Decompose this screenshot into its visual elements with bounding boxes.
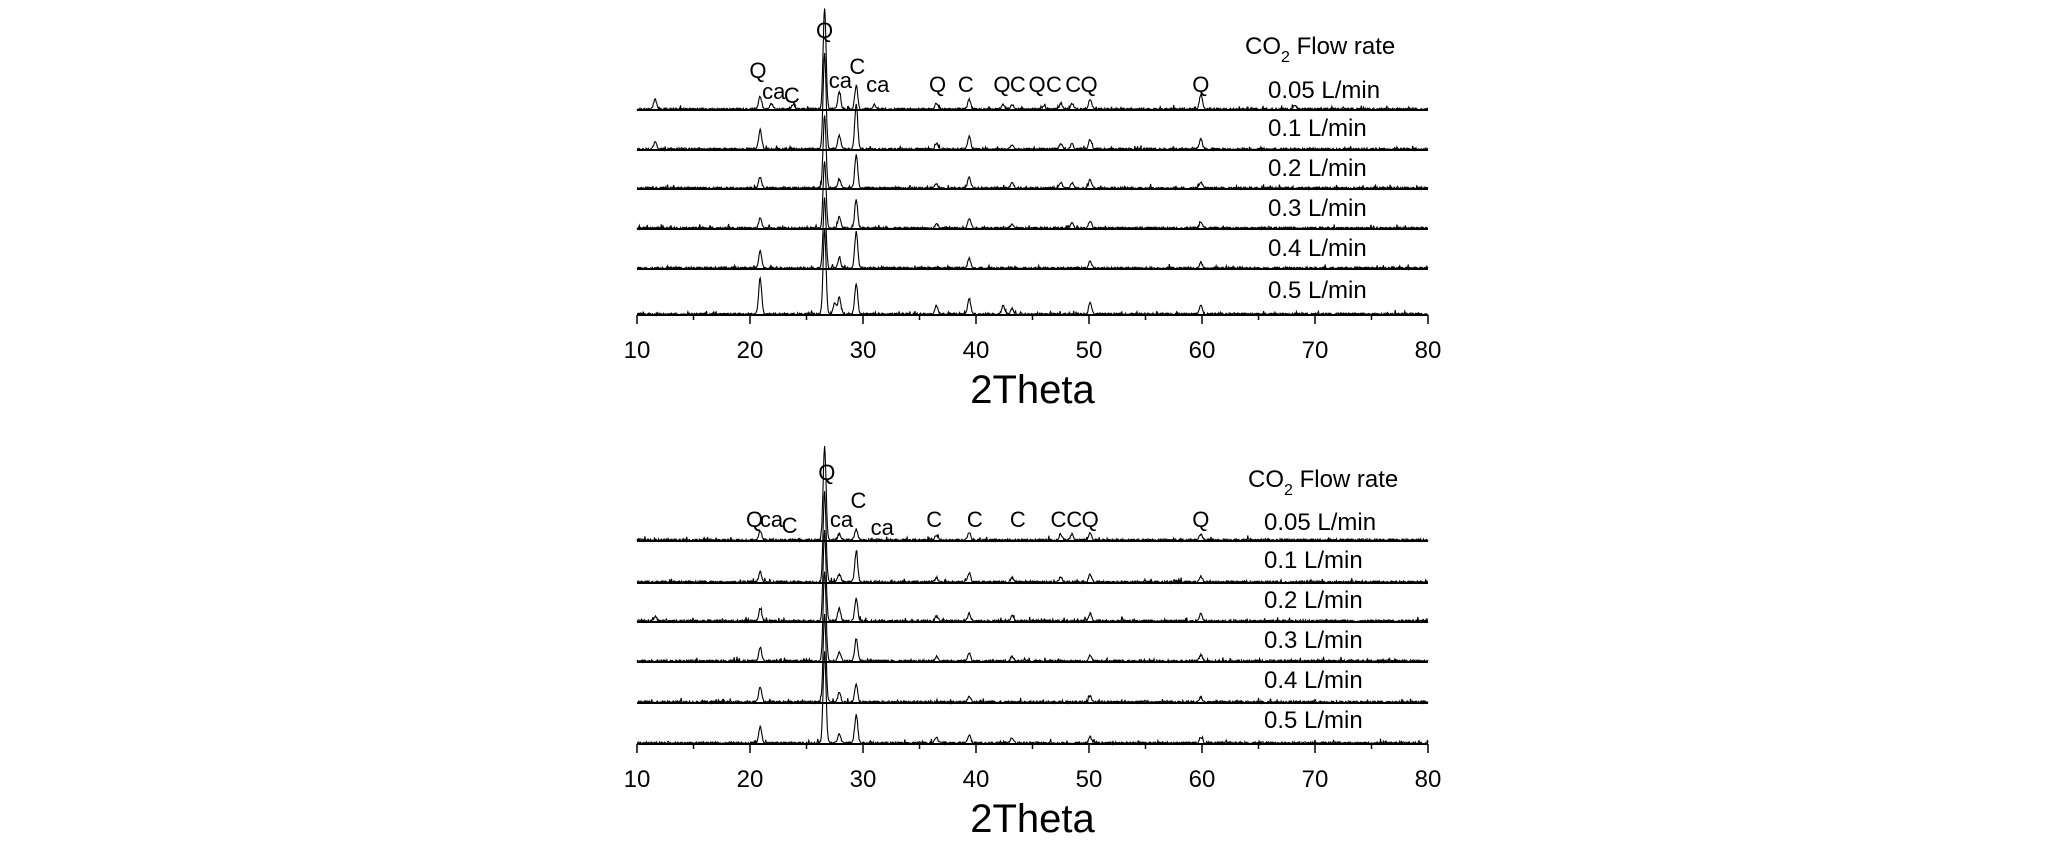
phase-label: C — [1051, 507, 1067, 532]
phase-label: C — [1010, 72, 1026, 97]
phase-label: ca — [866, 72, 890, 97]
series-label: 0.3 L/min — [1264, 627, 1363, 654]
phase-label: ca — [871, 515, 895, 540]
x-axis-title: 2Theta — [970, 368, 1095, 412]
x-tick-label: 10 — [624, 766, 651, 793]
phase-label: Q — [816, 18, 833, 43]
x-tick-label: 70 — [1302, 337, 1329, 364]
phase-label: Q — [1080, 72, 1097, 97]
series-label: 0.05 L/min — [1268, 77, 1380, 104]
x-tick-label: 40 — [963, 766, 990, 793]
series-label: 0.5 L/min — [1264, 707, 1363, 734]
phase-label: Q — [818, 460, 835, 485]
phase-label: C — [1046, 72, 1062, 97]
series-line — [636, 8, 1429, 112]
phase-label: C — [1065, 72, 1081, 97]
phase-label: C — [851, 488, 867, 513]
phase-label: C — [782, 513, 798, 538]
phase-label: C — [1010, 507, 1026, 532]
series-label: 0.1 L/min — [1264, 547, 1363, 574]
phase-label: C — [958, 72, 974, 97]
series-label: 0.5 L/min — [1268, 277, 1367, 304]
x-tick-label: 60 — [1189, 337, 1216, 364]
phase-label: ca — [760, 507, 784, 532]
xrd-panel-top: 0.05 L/min 0.1 L/min 0.2 L/min 0.3 L/min 0.4… — [624, 8, 1442, 412]
series-label: 0.4 L/min — [1264, 667, 1363, 694]
phase-label: ca — [829, 68, 853, 93]
phase-label: Q — [1192, 72, 1209, 97]
phase-label: ca — [830, 507, 854, 532]
phase-label: ca — [762, 79, 786, 104]
x-tick-label: 70 — [1302, 766, 1329, 793]
legend-title: CO2 Flow rate — [1245, 33, 1395, 66]
legend-title: CO2 Flow rate — [1248, 466, 1398, 499]
x-tick-label: 30 — [850, 337, 877, 364]
x-axis-title: 2Theta — [970, 797, 1095, 841]
series-label: 0.3 L/min — [1268, 195, 1367, 222]
x-tick-label: 10 — [624, 337, 651, 364]
phase-label: Q — [1192, 507, 1209, 532]
phase-label: Q — [746, 507, 763, 532]
x-tick-label: 50 — [1076, 766, 1103, 793]
series-label: 0.2 L/min — [1264, 587, 1363, 614]
phase-label: C — [784, 83, 800, 108]
phase-label: C — [849, 54, 865, 79]
phase-label: C — [967, 507, 983, 532]
x-tick-label: 80 — [1415, 337, 1442, 364]
series-label: 0.05 L/min — [1264, 509, 1376, 536]
x-tick-label: 50 — [1076, 337, 1103, 364]
phase-label: C — [1066, 507, 1082, 532]
phase-label: Q — [1028, 72, 1045, 97]
series-label: 0.1 L/min — [1268, 115, 1367, 142]
x-tick-label: 30 — [850, 766, 877, 793]
series-label: 0.2 L/min — [1268, 155, 1367, 182]
phase-label: Q — [749, 58, 766, 83]
x-tick-label: 60 — [1189, 766, 1216, 793]
x-tick-label: 20 — [737, 337, 764, 364]
x-tick-label: 40 — [963, 337, 990, 364]
x-tick-label: 20 — [737, 766, 764, 793]
xrd-panel-bottom: 0.05 L/min 0.1 L/min 0.2 L/min 0.3 L/min 0.4… — [624, 445, 1442, 841]
series-label: 0.4 L/min — [1268, 235, 1367, 262]
x-tick-label: 80 — [1415, 766, 1442, 793]
phase-label: C — [926, 507, 942, 532]
phase-label: Q — [1082, 507, 1099, 532]
phase-label: Q — [929, 72, 946, 97]
phase-label: Q — [993, 72, 1010, 97]
